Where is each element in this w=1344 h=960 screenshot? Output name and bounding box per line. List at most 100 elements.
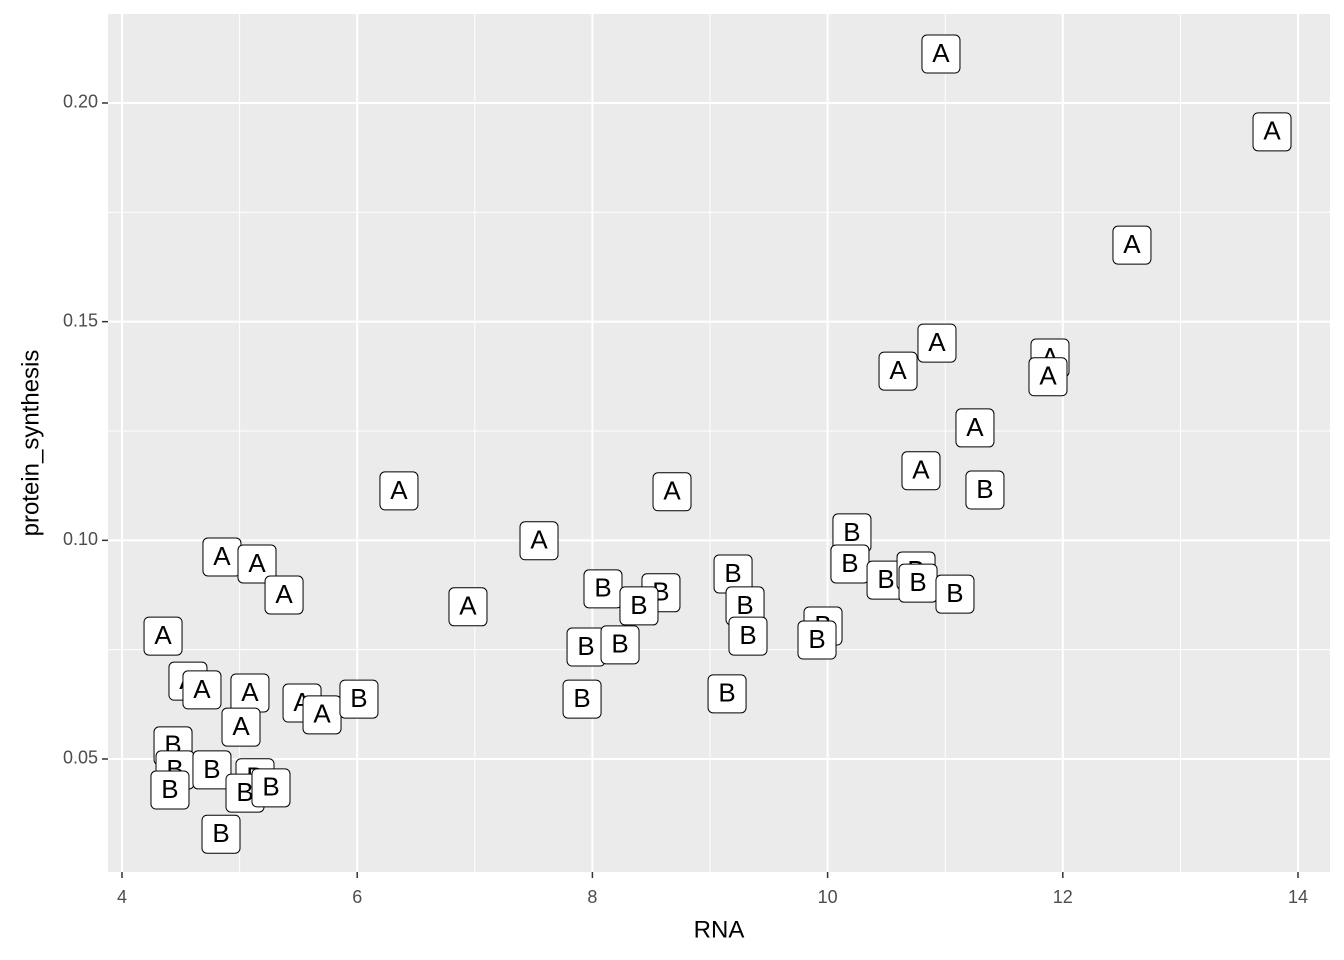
point-label: A [1028, 357, 1068, 397]
point-label: B [619, 586, 659, 626]
label-text: B [594, 573, 611, 603]
point-label: A [202, 537, 242, 577]
label-box [562, 679, 602, 719]
point-label: B [832, 513, 872, 553]
label-text: B [611, 629, 628, 659]
label-box [251, 768, 291, 808]
plot-panel [108, 14, 1330, 872]
point-label: A [448, 587, 488, 627]
x-tick-label: 8 [587, 887, 597, 907]
label-text: B [212, 818, 229, 848]
label-text: A [1039, 361, 1057, 391]
point-label: B [600, 625, 640, 665]
label-box [600, 625, 640, 665]
label-text: B [976, 474, 993, 504]
label-text: A [889, 355, 907, 385]
point-label: A [182, 670, 222, 710]
label-text: B [841, 548, 858, 578]
label-text: B [739, 620, 756, 650]
label-text: B [350, 683, 367, 713]
point-label: A [230, 673, 270, 713]
point-label: A [221, 707, 261, 747]
label-box [707, 674, 747, 714]
label-box [1112, 225, 1152, 265]
label-box [448, 587, 488, 627]
x-tick-label: 4 [117, 887, 127, 907]
label-box [878, 351, 918, 391]
point-label: A [901, 451, 941, 491]
label-text: A [932, 38, 950, 68]
label-text: A [530, 525, 548, 555]
label-box [150, 770, 190, 810]
label-box [955, 408, 995, 448]
y-tick-label: 0.20 [63, 92, 98, 112]
marks: AAAAAAAAAAAAAAAAAAAAAAABBBBBBBBBBBBBBBBB… [143, 34, 1292, 854]
label-box [921, 34, 961, 74]
label-text: A [663, 476, 681, 506]
label-text: A [313, 699, 331, 729]
label-text: B [808, 624, 825, 654]
label-box [652, 472, 692, 512]
label-text: B [161, 774, 178, 804]
label-text: B [946, 578, 963, 608]
x-tick-label: 10 [818, 887, 838, 907]
point-label: A [955, 408, 995, 448]
label-box [237, 544, 277, 584]
point-label: B [150, 770, 190, 810]
label-text: A [241, 677, 259, 707]
label-box [379, 471, 419, 511]
point-label: B [562, 679, 602, 719]
point-label: B [965, 470, 1005, 510]
point-label: A [237, 544, 277, 584]
axes: 4 6 8 10 12 14 0.05 0.10 0.15 0.20 [63, 92, 1308, 907]
point-label: A [917, 323, 957, 363]
label-text: A [248, 548, 266, 578]
x-tick-label: 6 [352, 887, 362, 907]
label-box [1028, 357, 1068, 397]
label-box [143, 616, 183, 656]
y-tick-label: 0.10 [63, 529, 98, 549]
label-text: B [724, 558, 741, 588]
point-label: A [302, 695, 342, 735]
point-label: B [866, 560, 906, 600]
point-label: B [583, 569, 623, 609]
x-tick-label: 14 [1288, 887, 1308, 907]
point-label: A [652, 472, 692, 512]
label-box [619, 586, 659, 626]
label-box [728, 616, 768, 656]
point-label: A [1252, 112, 1292, 152]
label-box [192, 750, 232, 790]
label-text: B [577, 631, 594, 661]
label-text: A [928, 327, 946, 357]
label-text: A [912, 455, 930, 485]
point-label: B [797, 620, 837, 660]
label-text: A [1123, 229, 1141, 259]
label-text: B [736, 590, 753, 620]
x-axis-title: RNA [694, 916, 745, 943]
label-box [935, 574, 975, 614]
grid [108, 14, 1330, 872]
point-label: A [921, 34, 961, 74]
label-box [519, 521, 559, 561]
label-box [264, 575, 304, 615]
label-box [221, 707, 261, 747]
label-box [1252, 112, 1292, 152]
label-text: A [193, 674, 211, 704]
point-label: B [830, 544, 870, 584]
label-text: A [154, 620, 172, 650]
label-box [965, 470, 1005, 510]
label-text: A [459, 591, 477, 621]
point-label: A [264, 575, 304, 615]
point-label: A [878, 351, 918, 391]
point-label: B [935, 574, 975, 614]
label-text: A [1263, 116, 1281, 146]
label-box [201, 814, 241, 854]
label-text: A [275, 579, 293, 609]
point-label: B [566, 627, 606, 667]
label-box [917, 323, 957, 363]
point-label: B [707, 674, 747, 714]
label-text: B [236, 777, 253, 807]
x-tick-label: 12 [1053, 887, 1073, 907]
y-axis-title: protein_synthesis [17, 350, 44, 537]
